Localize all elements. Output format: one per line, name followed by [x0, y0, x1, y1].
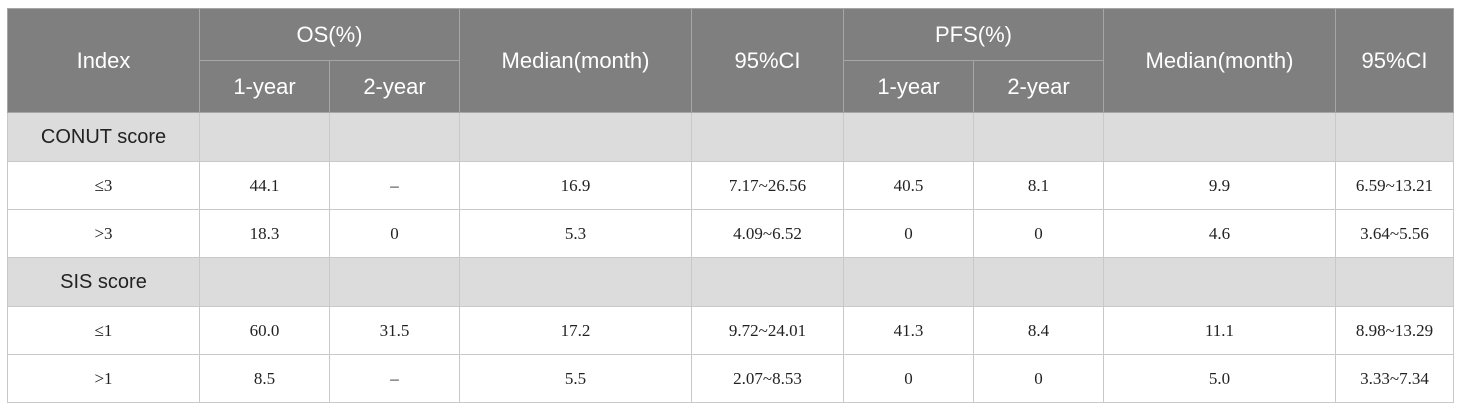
header-os-1year: 1-year — [199, 60, 330, 113]
empty-cell — [843, 112, 974, 162]
cell-pfs-2year: 8.4 — [973, 306, 1104, 355]
table-row: >1 8.5 – 5.5 2.07~8.53 0 0 5.0 3.33~7.34 — [7, 354, 1454, 403]
table-header: Index OS(%) Median(month) 95%CI PFS(%) M… — [7, 8, 1454, 113]
cell-pfs-ci: 8.98~13.29 — [1335, 306, 1454, 355]
cell-pfs-2year: 0 — [973, 354, 1104, 403]
cell-pfs-1year: 41.3 — [843, 306, 974, 355]
header-pfs: PFS(%) — [843, 8, 1104, 61]
header-pfs-2year: 2-year — [973, 60, 1104, 113]
header-index: Index — [7, 8, 200, 113]
cell-os-2year: – — [329, 161, 460, 210]
empty-cell — [691, 112, 844, 162]
cell-os-ci: 7.17~26.56 — [691, 161, 844, 210]
header-pfs-ci: 95%CI — [1335, 8, 1454, 113]
empty-cell — [459, 112, 692, 162]
cell-os-median: 16.9 — [459, 161, 692, 210]
cell-os-2year: 31.5 — [329, 306, 460, 355]
cell-pfs-median: 5.0 — [1103, 354, 1336, 403]
cell-pfs-ci: 3.64~5.56 — [1335, 209, 1454, 258]
group-name: CONUT score — [7, 112, 200, 162]
cell-pfs-median: 4.6 — [1103, 209, 1336, 258]
empty-cell — [199, 112, 330, 162]
cell-os-median: 5.5 — [459, 354, 692, 403]
cell-os-ci: 9.72~24.01 — [691, 306, 844, 355]
empty-cell — [691, 257, 844, 307]
table-container: Index OS(%) Median(month) 95%CI PFS(%) M… — [7, 8, 1454, 403]
cell-os-median: 5.3 — [459, 209, 692, 258]
cell-pfs-2year: 0 — [973, 209, 1104, 258]
cell-index: >3 — [7, 209, 200, 258]
cell-pfs-median: 9.9 — [1103, 161, 1336, 210]
empty-cell — [973, 112, 1104, 162]
cell-pfs-ci: 6.59~13.21 — [1335, 161, 1454, 210]
empty-cell — [973, 257, 1104, 307]
header-pfs-median: Median(month) — [1103, 8, 1336, 113]
cell-index: >1 — [7, 354, 200, 403]
group-row-sis: SIS score — [7, 257, 1454, 307]
cell-pfs-median: 11.1 — [1103, 306, 1336, 355]
cell-os-median: 17.2 — [459, 306, 692, 355]
table-row: >3 18.3 0 5.3 4.09~6.52 0 0 4.6 3.64~5.5… — [7, 209, 1454, 258]
table-row: ≤3 44.1 – 16.9 7.17~26.56 40.5 8.1 9.9 6… — [7, 161, 1454, 210]
empty-cell — [1103, 112, 1336, 162]
table-row: ≤1 60.0 31.5 17.2 9.72~24.01 41.3 8.4 11… — [7, 306, 1454, 355]
empty-cell — [459, 257, 692, 307]
header-os-ci: 95%CI — [691, 8, 844, 113]
cell-pfs-1year: 0 — [843, 209, 974, 258]
empty-cell — [1335, 257, 1454, 307]
cell-os-1year: 44.1 — [199, 161, 330, 210]
cell-os-2year: – — [329, 354, 460, 403]
cell-os-1year: 8.5 — [199, 354, 330, 403]
header-row-2: 1-year 2-year 1-year 2-year — [8, 60, 1454, 113]
cell-pfs-2year: 8.1 — [973, 161, 1104, 210]
empty-cell — [843, 257, 974, 307]
cell-os-1year: 18.3 — [199, 209, 330, 258]
header-os: OS(%) — [199, 8, 460, 61]
table-body: CONUT score ≤3 44.1 – 16.9 7.17~26.56 40… — [7, 112, 1454, 403]
cell-pfs-1year: 40.5 — [843, 161, 974, 210]
cell-index: ≤3 — [7, 161, 200, 210]
cell-index: ≤1 — [7, 306, 200, 355]
cell-pfs-1year: 0 — [843, 354, 974, 403]
empty-cell — [1103, 257, 1336, 307]
survival-table: Index OS(%) Median(month) 95%CI PFS(%) M… — [7, 8, 1454, 403]
cell-os-ci: 4.09~6.52 — [691, 209, 844, 258]
group-row-conut: CONUT score — [7, 112, 1454, 162]
header-os-median: Median(month) — [459, 8, 692, 113]
empty-cell — [329, 112, 460, 162]
empty-cell — [1335, 112, 1454, 162]
empty-cell — [199, 257, 330, 307]
header-os-2year: 2-year — [329, 60, 460, 113]
cell-os-ci: 2.07~8.53 — [691, 354, 844, 403]
group-name: SIS score — [7, 257, 200, 307]
cell-os-1year: 60.0 — [199, 306, 330, 355]
header-row-1: Index OS(%) Median(month) 95%CI PFS(%) M… — [7, 8, 1454, 113]
empty-cell — [329, 257, 460, 307]
cell-pfs-ci: 3.33~7.34 — [1335, 354, 1454, 403]
cell-os-2year: 0 — [329, 209, 460, 258]
header-pfs-1year: 1-year — [843, 60, 974, 113]
